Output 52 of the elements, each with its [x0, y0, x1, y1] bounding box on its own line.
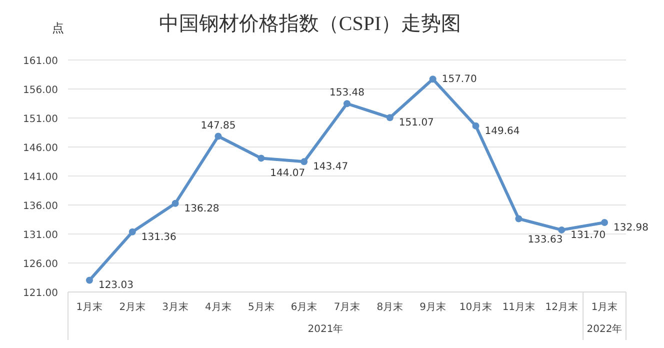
x-tick-label: 9月末 [420, 301, 446, 313]
data-label: 132.98 [614, 222, 649, 234]
point [472, 122, 480, 130]
data-label: 136.28 [184, 203, 220, 214]
data-label: 147.85 [200, 120, 236, 132]
point [515, 215, 522, 222]
y-tick-label: 161.00 [23, 56, 58, 67]
y-tick-label: 156.00 [23, 85, 58, 96]
point [429, 76, 436, 83]
x-tick-label: 5月末 [248, 301, 274, 313]
x-tick-label: 1月末 [591, 301, 618, 313]
x-tick-label: 10月末 [459, 301, 492, 313]
y-tick-label: 136.00 [23, 201, 58, 212]
point [601, 219, 608, 226]
x-tick-label: 8月末 [376, 301, 404, 313]
data-label: 157.70 [442, 74, 477, 86]
point [214, 132, 222, 140]
data-label: 131.36 [141, 232, 176, 243]
x-tick-label: 3月末 [162, 301, 188, 313]
x-tick-label: 4月末 [205, 301, 232, 313]
y-tick-label: 141.00 [23, 172, 58, 183]
point [258, 154, 265, 162]
point [300, 158, 308, 166]
text: 2021年 [308, 323, 344, 335]
data-label: 151.07 [398, 118, 434, 129]
x-tick-label: 1月末 [76, 301, 103, 313]
data-label: 133.63 [528, 234, 563, 246]
point [172, 200, 179, 207]
point [128, 228, 136, 236]
data-label: 131.70 [570, 230, 606, 241]
x-tick-label: 2月末 [119, 301, 146, 313]
point [344, 100, 350, 108]
x-tick-label: 12月末 [545, 301, 578, 313]
data-label: 143.47 [313, 162, 348, 173]
data-label: 149.64 [484, 126, 520, 137]
point [558, 226, 566, 234]
data-label: 123.03 [98, 280, 134, 292]
x-tick-label: 11月末 [502, 301, 536, 313]
x-tick-label: 6月末 [290, 301, 318, 313]
y-tick-label: 126.00 [23, 259, 58, 270]
text: 2022年 [586, 323, 622, 335]
y-tick-label: 151.00 [23, 114, 58, 125]
chart-title: 中国钢材价格指数（CSPI）走势图 [158, 13, 462, 35]
x-tick-label: 7月末 [334, 301, 360, 313]
y-tick-label: 131.00 [23, 230, 58, 241]
y-axis-title: 点 [52, 21, 64, 35]
point [86, 276, 93, 284]
data-label: 144.07 [270, 168, 306, 180]
data-label: 153.48 [330, 88, 364, 99]
y-tick-label: 146.00 [23, 143, 58, 154]
y-tick-label: 121.00 [23, 288, 58, 299]
point [386, 114, 394, 122]
